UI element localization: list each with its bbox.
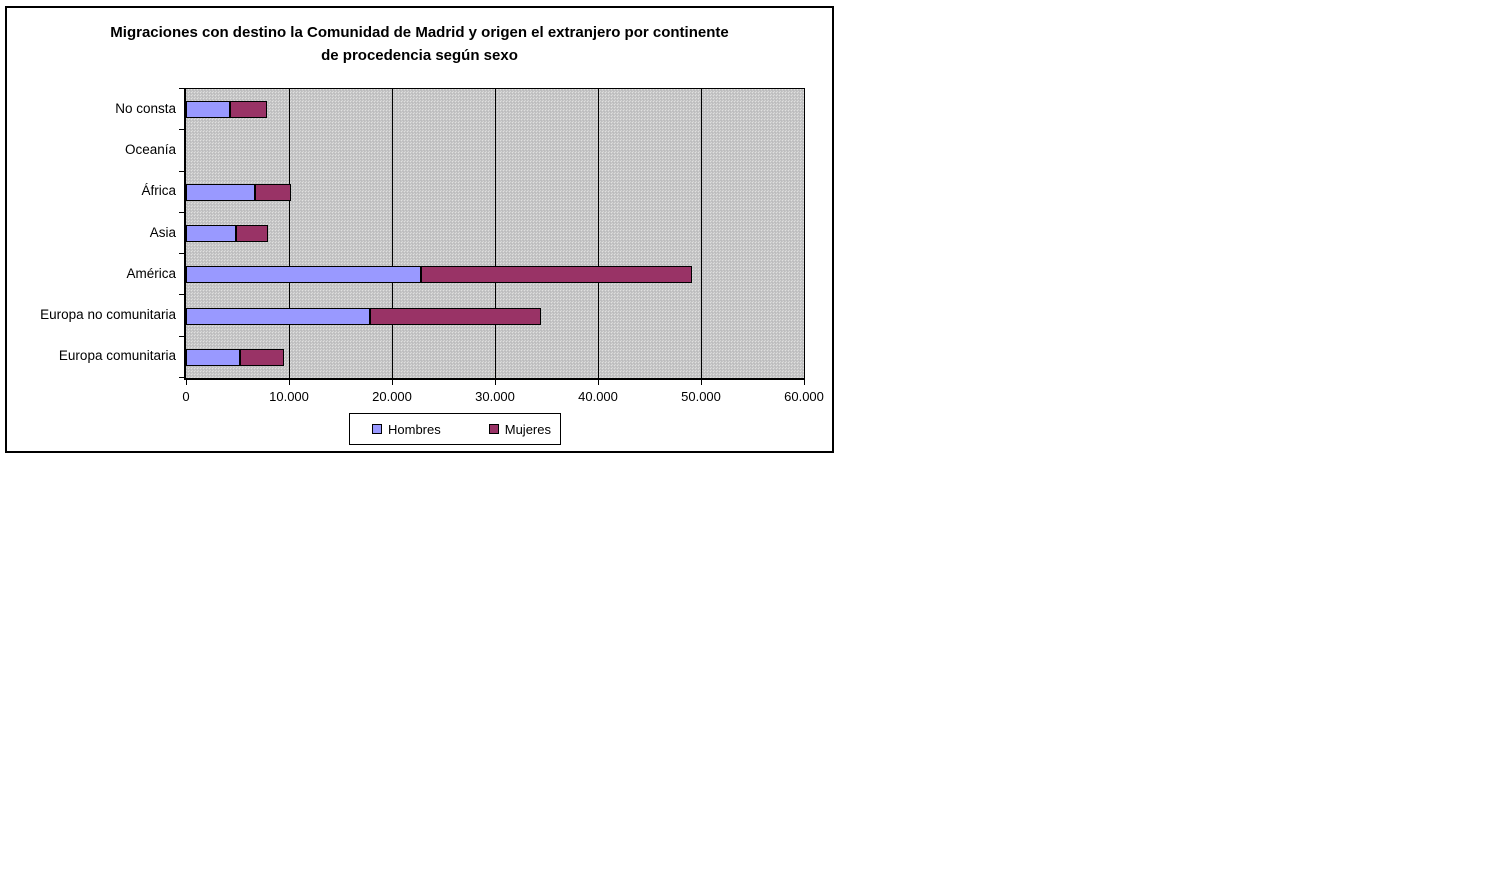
category-label-no-consta: No consta: [115, 100, 176, 116]
bar-hombres-asia: [186, 225, 237, 242]
bar-hombres-am-rica: [186, 266, 421, 284]
bar-hombres-europa-comunitaria: [186, 348, 240, 366]
gridline-50000: [701, 89, 702, 378]
category-label-europa-no-comunitaria: Europa no comunitaria: [40, 307, 176, 323]
bar-mujeres-no-consta: [230, 101, 268, 119]
legend-label-mujeres: Mujeres: [504, 421, 551, 437]
x-axis-tick: [186, 379, 187, 385]
legend-label-hombres: Hombres: [388, 421, 441, 437]
x-axis-tick: [804, 379, 805, 385]
x-axis-tick: [392, 379, 393, 385]
y-axis-tick: [179, 170, 185, 172]
legend-item-mujeres: Mujeres: [488, 421, 551, 437]
y-axis-tick: [179, 129, 185, 131]
y-axis-tick: [179, 335, 185, 337]
x-tick-label: 0: [182, 389, 190, 404]
bar-hombres-no-consta: [186, 101, 231, 119]
mujeres-swatch-icon: [488, 424, 499, 434]
x-tick-label: 50.000: [681, 389, 721, 404]
x-tick-label: 10.000: [269, 389, 309, 404]
category-label-am-rica: América: [126, 265, 176, 281]
bar-mujeres--frica: [255, 183, 292, 201]
bar-mujeres-europa-comunitaria: [239, 348, 284, 366]
y-axis-tick: [179, 253, 185, 255]
x-tick-label: 20.000: [372, 389, 412, 404]
x-tick-label: 60.000: [784, 389, 824, 404]
category-label-ocean-a: Oceanía: [124, 141, 176, 157]
y-axis-tick: [179, 294, 185, 296]
y-axis-tick: [179, 211, 185, 213]
x-axis-tick: [495, 379, 496, 385]
migration-chart: Migraciones con destino la Comunidad de …: [5, 6, 834, 453]
x-axis-tick: [289, 379, 290, 385]
category-label--frica: África: [141, 183, 176, 199]
chart-title-line2: de procedencia según sexo: [321, 47, 518, 64]
bar-hombres--frica: [186, 183, 255, 201]
bar-mujeres-asia: [236, 225, 269, 242]
gridline-20000: [392, 89, 393, 378]
x-axis-tick: [598, 379, 599, 385]
x-tick-label: 30.000: [475, 389, 515, 404]
gridline-40000: [598, 89, 599, 378]
bar-mujeres-europa-no-comunitaria: [370, 307, 542, 325]
bar-hombres-europa-no-comunitaria: [186, 307, 371, 325]
category-label-europa-comunitaria: Europa comunitaria: [58, 348, 176, 364]
x-tick-label: 40.000: [578, 389, 618, 404]
y-axis-tick: [179, 377, 185, 378]
plot-area: [184, 88, 805, 380]
chart-title: Migraciones con destino la Comunidad de …: [7, 21, 832, 67]
gridline-10000: [289, 89, 290, 378]
legend-item-hombres: Hombres: [372, 422, 441, 437]
gridline-30000: [495, 89, 496, 378]
legend: Hombres Mujeres: [349, 413, 561, 445]
chart-title-line1: Migraciones con destino la Comunidad de …: [110, 24, 729, 41]
bar-mujeres-am-rica: [420, 266, 692, 284]
hombres-swatch-icon: [372, 424, 382, 434]
y-axis-tick: [179, 88, 185, 89]
category-label-asia: Asia: [149, 224, 176, 240]
x-axis-tick: [701, 379, 702, 385]
